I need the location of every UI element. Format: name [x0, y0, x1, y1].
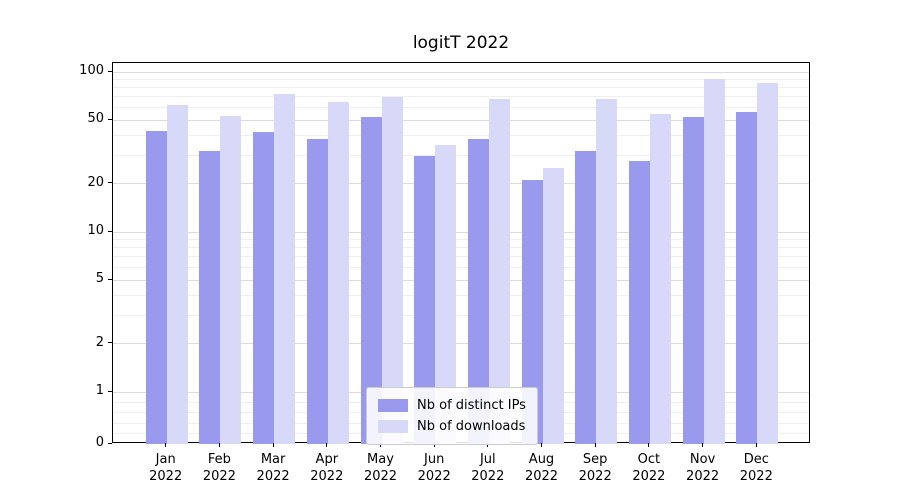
bar-distinct-ips: [414, 155, 436, 444]
legend: Nb of distinct IPs Nb of downloads: [366, 387, 538, 445]
gridline-minor: [113, 135, 809, 137]
legend-item: Nb of downloads: [378, 416, 526, 437]
x-tick-label: May 2022: [363, 452, 398, 484]
gridline-minor: [113, 256, 809, 258]
gridline-major: [113, 231, 809, 233]
bar-distinct-ips: [360, 117, 382, 444]
plot-area: [112, 62, 810, 444]
y-tick-mark: [108, 182, 112, 184]
x-tick-label: Oct 2022: [632, 452, 666, 484]
gridline-minor: [113, 238, 809, 240]
x-tick-label: Sep 2022: [578, 452, 612, 484]
bar-distinct-ips: [628, 160, 650, 444]
x-tick-mark: [648, 443, 650, 447]
y-tick-label: 10: [87, 223, 104, 238]
y-tick-mark: [108, 442, 112, 444]
x-tick-mark: [380, 443, 381, 447]
y-tick-label: 0: [95, 435, 104, 450]
gridline-major: [113, 119, 809, 121]
x-tick-mark: [272, 443, 274, 447]
bar-distinct-ips: [521, 180, 543, 444]
bar-distinct-ips: [575, 151, 597, 444]
y-tick-mark: [108, 230, 112, 232]
y-tick-label: 1: [95, 383, 104, 398]
bar-downloads: [166, 105, 188, 444]
y-tick-mark: [108, 390, 112, 392]
legend-item: Nb of distinct IPs: [378, 395, 526, 416]
x-tick-mark: [218, 443, 220, 447]
gridline-minor: [113, 247, 809, 248]
bar-distinct-ips: [736, 112, 758, 444]
bar-distinct-ips: [467, 139, 489, 444]
x-tick-label: Dec 2022: [739, 452, 773, 484]
y-tick-mark: [108, 70, 112, 72]
bar-distinct-ips: [145, 130, 167, 444]
gridline-minor: [113, 266, 809, 268]
y-tick-mark: [108, 342, 112, 344]
x-tick-label: Aug 2022: [524, 452, 559, 484]
y-tick-label: 5: [95, 271, 104, 287]
gridline-minor: [113, 315, 809, 317]
bar-downloads: [488, 98, 510, 444]
x-tick-mark: [433, 443, 435, 447]
legend-label: Nb of distinct IPs: [417, 398, 526, 413]
x-tick-mark: [755, 443, 757, 447]
gridline-major: [113, 343, 809, 345]
y-tick-label: 100: [79, 63, 104, 78]
bar-downloads: [757, 83, 779, 444]
x-tick-mark: [702, 443, 704, 447]
x-tick-mark: [487, 443, 489, 447]
bar-downloads: [274, 93, 296, 444]
bar-downloads: [649, 113, 671, 444]
y-tick-label: 2: [95, 334, 104, 350]
x-tick-label: Jul 2022: [471, 452, 505, 484]
legend-swatch: [378, 420, 408, 433]
x-tick-label: Feb 2022: [202, 452, 236, 484]
y-tick-mark: [108, 118, 112, 120]
chart-title: logitT 2022: [412, 33, 510, 53]
bar-distinct-ips: [253, 132, 275, 444]
x-tick-mark: [594, 443, 596, 447]
bar-downloads: [435, 144, 457, 444]
gridline-major: [113, 183, 809, 185]
x-tick-label: Mar 2022: [256, 452, 290, 484]
gridline-minor: [113, 78, 809, 80]
bar-downloads: [703, 79, 725, 444]
gridline-minor: [113, 155, 809, 157]
gridline-minor: [113, 295, 809, 297]
gridline-minor: [113, 96, 809, 98]
x-tick-label: Apr 2022: [310, 452, 344, 484]
bar-distinct-ips: [306, 139, 328, 444]
y-tick-label: 50: [87, 111, 104, 127]
x-tick-mark: [165, 443, 167, 447]
bar-distinct-ips: [199, 151, 221, 444]
x-tick-label: Jun 2022: [417, 452, 451, 484]
gridline-minor: [113, 106, 809, 108]
x-tick-mark: [541, 443, 542, 447]
legend-label: Nb of downloads: [417, 419, 526, 434]
bar-downloads: [596, 98, 618, 444]
legend-swatch: [378, 399, 408, 412]
bar-downloads: [327, 101, 349, 444]
bar-distinct-ips: [682, 117, 704, 444]
gridline-major: [113, 71, 809, 73]
bar-downloads: [542, 168, 564, 444]
bar-downloads: [381, 96, 403, 444]
x-tick-mark: [326, 443, 328, 447]
y-tick-label: 20: [87, 174, 104, 190]
x-tick-label: Jan 2022: [149, 452, 183, 484]
y-tick-mark: [108, 278, 112, 280]
gridline-minor: [113, 87, 809, 88]
bar-downloads: [220, 116, 242, 444]
gridline-major: [113, 279, 809, 281]
x-tick-label: Nov 2022: [686, 452, 720, 484]
